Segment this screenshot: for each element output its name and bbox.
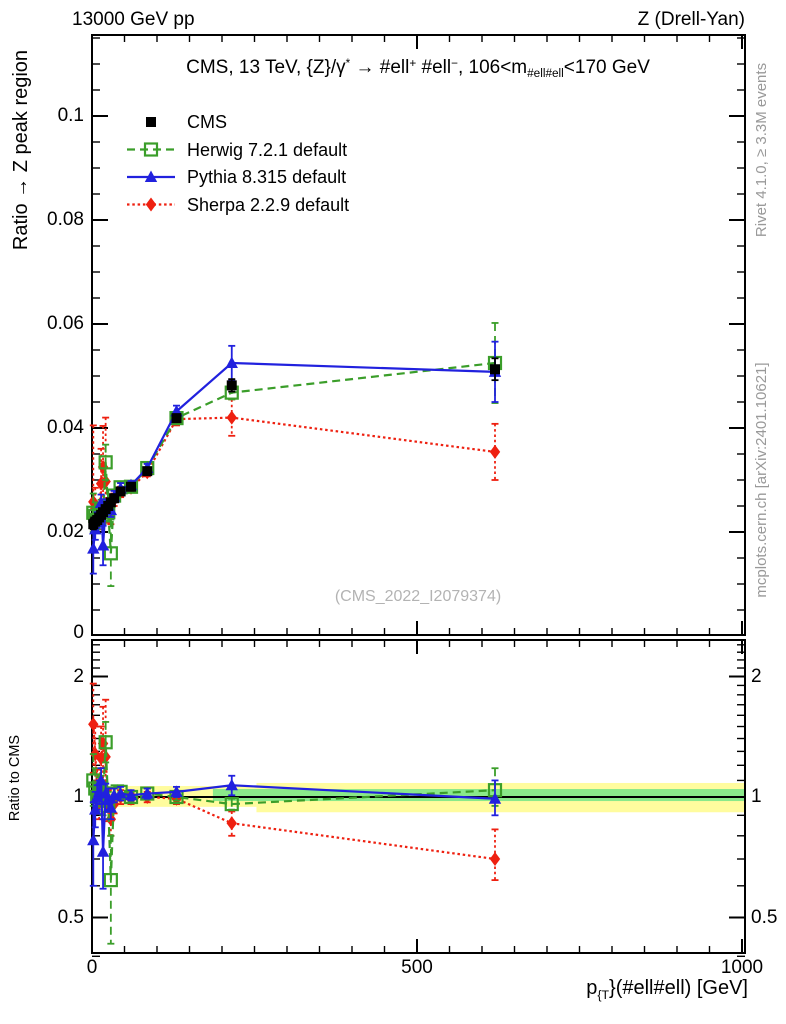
sherpa-marker: [88, 717, 99, 732]
x-tick-label: 0: [86, 957, 98, 978]
ratio-y-tick-label-right: 1: [751, 786, 762, 807]
ratio-y-tick-label: 1: [73, 786, 84, 807]
pythia-marker: [94, 773, 108, 786]
herwig-marker: [98, 735, 113, 750]
pythia-marker: [102, 792, 115, 804]
herwig-marker: [103, 873, 118, 888]
ratio-y-axis-label: Ratio to CMS: [7, 734, 23, 822]
sherpa-marker: [95, 476, 107, 491]
pythia-marker: [89, 803, 102, 815]
sherpa-marker: [226, 410, 237, 425]
pythia-marker: [225, 356, 238, 368]
herwig-line: [92, 361, 496, 554]
x-tick-label: 500: [401, 957, 433, 978]
sherpa-marker: [226, 816, 237, 831]
cms-marker: [226, 380, 237, 391]
mcplots-credit-note: mcplots.cern.ch [arXiv:2401.10621]: [753, 362, 770, 598]
main-y-tick-label: 0.02: [47, 521, 84, 542]
herwig-marker: [224, 796, 239, 812]
x-axis-label: p{T}(#ell#ell) [GeV]: [586, 977, 748, 1002]
main-y-tick-label: 0.1: [57, 105, 84, 126]
pythia-marker: [96, 845, 110, 857]
pythia-marker: [104, 801, 118, 813]
pythia-marker: [141, 787, 154, 799]
legend-item-label: CMS: [187, 112, 227, 132]
process-title: Z (Drell-Yan): [637, 9, 745, 30]
ratio-y-tick-label: 0.5: [57, 906, 84, 928]
pythia-marker: [124, 788, 138, 801]
sherpa-marker: [95, 751, 107, 766]
pythia-marker: [114, 787, 127, 799]
herwig-marker: [98, 455, 113, 470]
pythia-marker: [87, 542, 100, 554]
pythia-marker: [96, 539, 110, 551]
beam-title: 13000 GeV pp: [72, 9, 195, 30]
legend-marker-sample: [145, 197, 157, 212]
ratio-y-tick-label-right: 0.5: [751, 906, 778, 928]
pythia-marker: [488, 792, 502, 804]
sherpa-marker: [489, 444, 501, 459]
main-y-tick-label: 0.04: [47, 417, 84, 438]
rivet-version-note: Rivet 4.1.0, ≥ 3.3M events: [753, 62, 770, 238]
legend-item-label: Herwig 7.2.1 default: [187, 139, 348, 160]
main-y-tick-label: 0.06: [47, 313, 84, 334]
legend-item-label: Pythia 8.315 default: [187, 167, 347, 187]
analysis-title: CMS, 13 TeV, {Z}/γ* → #ell+ #ell−, 106<m…: [186, 56, 650, 81]
main-y-tick-label: 0: [73, 622, 84, 643]
cms-marker: [171, 413, 182, 424]
cms-marker: [126, 481, 136, 492]
main-y-tick-label: 0.08: [47, 209, 84, 230]
herwig-marker: [103, 546, 118, 561]
cms-marker: [115, 486, 126, 497]
pythia-marker: [87, 833, 100, 846]
x-tick-label: 1000: [720, 957, 764, 978]
ratio-y-tick-label-right: 2: [751, 665, 762, 687]
legend-marker-sample: [143, 142, 159, 157]
cms-marker: [142, 466, 153, 477]
cms-marker: [109, 493, 120, 504]
pythia-marker: [170, 785, 183, 797]
pythia-marker: [225, 778, 238, 791]
legend-item-label: Sherpa 2.2.9 default: [187, 194, 350, 215]
sherpa-marker: [489, 852, 501, 867]
analysis-id-watermark: (CMS_2022_I2079374): [334, 588, 502, 605]
main-y-axis-label: Ratio → Z peak region: [10, 49, 32, 251]
ratio-y-tick-label: 2: [73, 665, 84, 687]
legend-marker-sample: [146, 117, 156, 127]
legend-marker-sample: [144, 170, 158, 182]
main-panel-frame: [91, 34, 746, 636]
pythia-line: [92, 361, 496, 549]
cms-marker: [490, 364, 500, 375]
